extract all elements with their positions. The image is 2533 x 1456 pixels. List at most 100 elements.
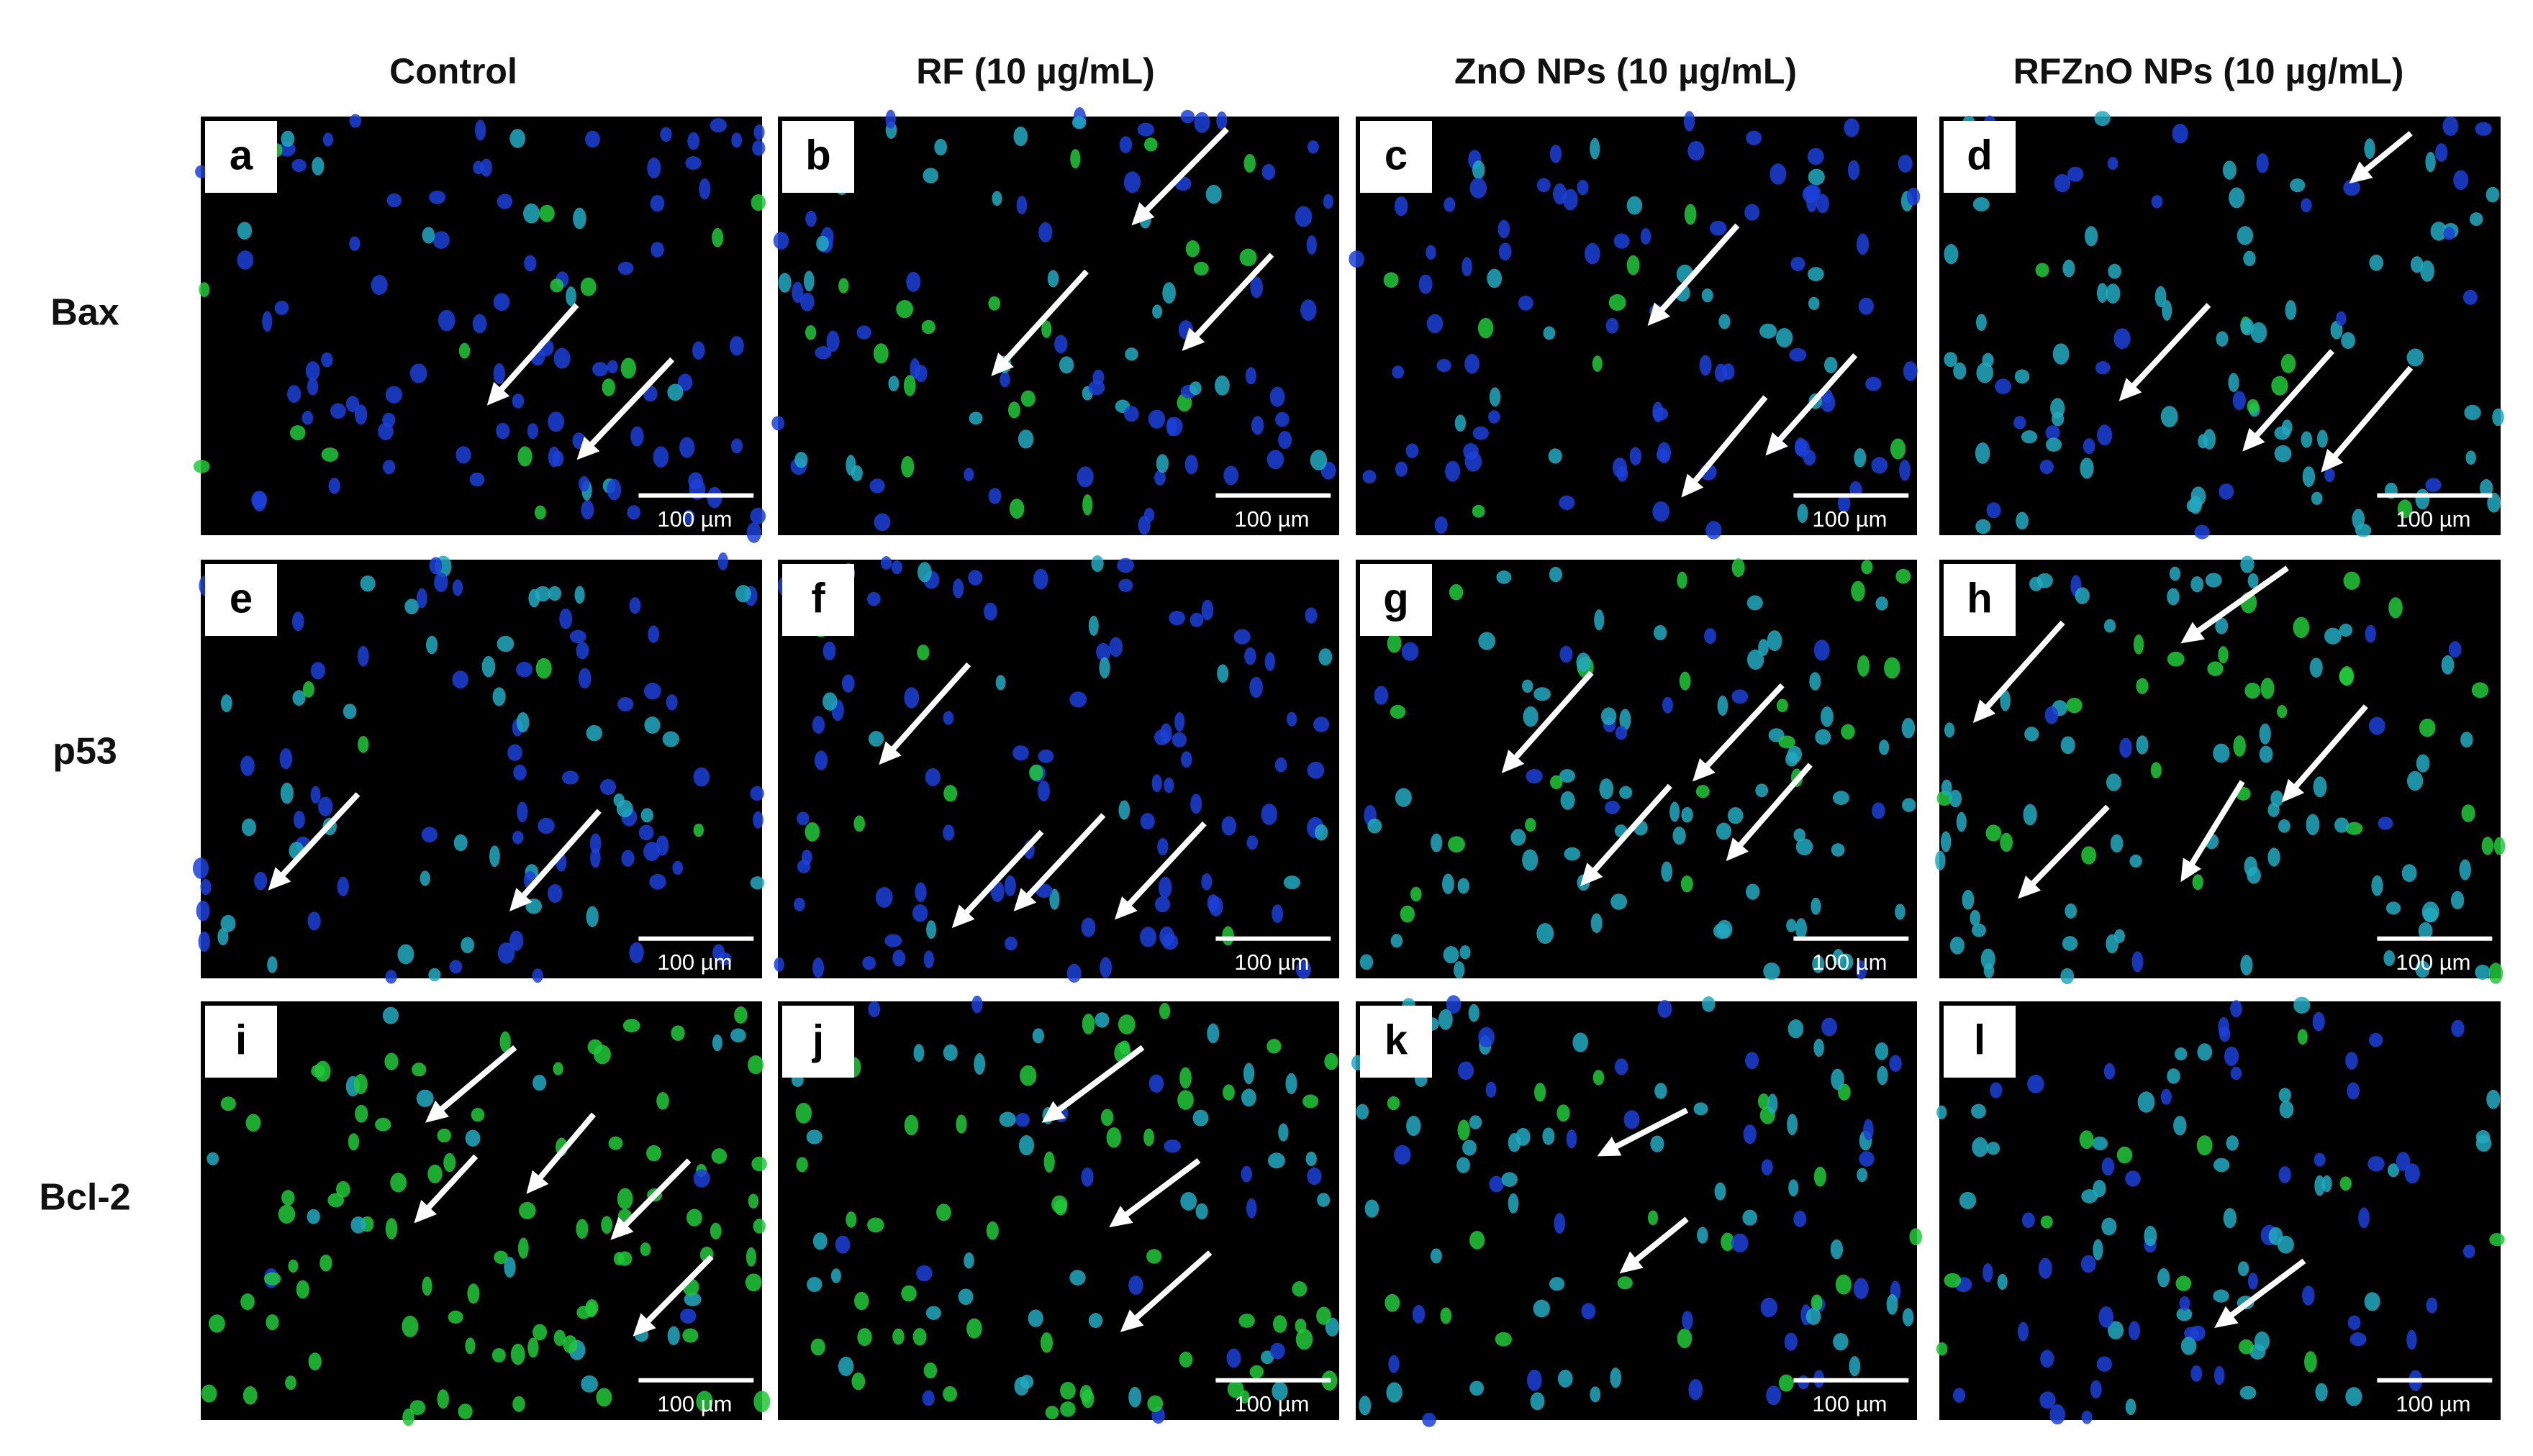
cell-nucleus bbox=[2250, 322, 2267, 343]
cell-nucleus bbox=[516, 661, 533, 678]
cell-nucleus bbox=[2364, 138, 2375, 159]
cell-nucleus bbox=[1795, 838, 1813, 856]
cell-nucleus bbox=[2222, 160, 2237, 180]
cell-nucleus bbox=[660, 127, 672, 142]
arrow-head bbox=[1765, 432, 1788, 456]
arrow-head bbox=[2242, 427, 2265, 452]
cell-nucleus bbox=[310, 662, 325, 680]
cell-nucleus bbox=[1020, 390, 1036, 407]
cell-nucleus bbox=[620, 358, 636, 379]
cell-nucleus bbox=[2160, 406, 2178, 428]
cell-nucleus bbox=[1760, 1297, 1778, 1318]
panel-letter-box bbox=[1360, 1006, 1432, 1078]
cell-nucleus bbox=[1278, 430, 1292, 450]
cell-nucleus bbox=[1936, 1342, 1948, 1356]
cell-nucleus bbox=[1849, 1356, 1861, 1377]
cell-nucleus bbox=[1986, 502, 2001, 519]
cell-nucleus bbox=[1523, 706, 1539, 727]
cell-nucleus bbox=[2371, 875, 2383, 896]
cell-nucleus bbox=[1440, 1307, 1452, 1324]
cell-nucleus bbox=[1205, 184, 1222, 204]
cell-nucleus bbox=[687, 132, 700, 150]
cell-nucleus bbox=[1778, 735, 1795, 749]
cell-nucleus bbox=[2228, 373, 2239, 393]
cell-nucleus bbox=[643, 842, 661, 861]
cell-nucleus bbox=[2218, 646, 2229, 664]
panel-letter-box bbox=[1944, 1006, 2016, 1078]
cell-nucleus bbox=[1858, 297, 1874, 315]
cell-nucleus bbox=[2230, 1000, 2242, 1018]
cell-nucleus bbox=[1278, 1123, 1289, 1142]
arrow-head bbox=[1120, 1309, 1144, 1332]
cell-nucleus bbox=[1847, 160, 1860, 181]
cell-nucleus bbox=[1549, 145, 1562, 163]
cell-nucleus bbox=[2136, 678, 2149, 694]
cell-nucleus bbox=[345, 396, 360, 412]
cell-nucleus bbox=[1549, 1277, 1565, 1291]
cell-nucleus bbox=[321, 352, 333, 368]
cell-nucleus bbox=[2014, 369, 2030, 384]
cell-nucleus bbox=[2062, 259, 2075, 278]
cell-nucleus bbox=[1070, 149, 1081, 169]
cell-nucleus bbox=[969, 411, 983, 425]
cell-nucleus bbox=[548, 411, 565, 432]
cell-nucleus bbox=[192, 857, 209, 879]
cell-nucleus bbox=[1854, 448, 1867, 468]
cell-nucleus bbox=[1464, 354, 1480, 374]
arrow-shaft bbox=[2249, 349, 2334, 443]
cell-nucleus bbox=[1533, 687, 1551, 701]
cell-nucleus bbox=[1387, 634, 1402, 653]
cell-nucleus bbox=[1043, 1151, 1055, 1173]
cell-nucleus bbox=[2215, 617, 2229, 634]
cell-nucleus bbox=[1498, 242, 1512, 261]
cell-nucleus bbox=[2108, 263, 2121, 279]
cell-nucleus bbox=[2052, 343, 2070, 365]
cell-nucleus bbox=[1190, 381, 1202, 396]
panel-letter: c bbox=[1385, 132, 1408, 178]
cell-nucleus bbox=[1139, 927, 1157, 947]
arrow-head bbox=[2180, 857, 2202, 883]
cell-nucleus bbox=[2387, 1163, 2400, 1178]
cell-nucleus bbox=[585, 130, 600, 148]
cell-nucleus bbox=[220, 914, 236, 932]
cell-nucleus bbox=[1886, 1293, 1898, 1315]
micrograph-panel: c 100 µm bbox=[1349, 111, 1921, 540]
cell-nucleus bbox=[1510, 829, 1526, 846]
cell-nucleus bbox=[274, 301, 289, 315]
cell-nucleus bbox=[693, 823, 704, 837]
cell-nucleus bbox=[245, 1114, 261, 1132]
cell-nucleus bbox=[480, 158, 492, 177]
cell-nucleus bbox=[432, 231, 450, 249]
cell-nucleus bbox=[1549, 566, 1562, 583]
cell-nucleus bbox=[1533, 1299, 1550, 1318]
arrow-shaft bbox=[1608, 1107, 1689, 1152]
cell-nucleus bbox=[1458, 1061, 1474, 1080]
cell-nucleus bbox=[693, 1169, 710, 1188]
cell-nucleus bbox=[1650, 1135, 1664, 1152]
arrow-shaft bbox=[422, 1154, 479, 1215]
cell-nucleus bbox=[1091, 555, 1104, 572]
cell-nucleus bbox=[1731, 1233, 1749, 1253]
cell-nucleus bbox=[730, 438, 743, 454]
cell-nucleus bbox=[586, 906, 599, 927]
cell-nucleus bbox=[873, 343, 889, 364]
cell-nucleus bbox=[2054, 174, 2071, 193]
cell-nucleus bbox=[711, 1148, 728, 1164]
cell-nucleus bbox=[1457, 1119, 1470, 1141]
cell-nucleus bbox=[2442, 116, 2459, 136]
cell-nucleus bbox=[892, 1328, 905, 1345]
cell-nucleus bbox=[320, 1254, 332, 1272]
panel-letter: d bbox=[1967, 132, 1992, 178]
cell-nucleus bbox=[1190, 793, 1202, 814]
cell-nucleus bbox=[925, 768, 941, 786]
cell-nucleus bbox=[1140, 813, 1155, 830]
cell-nucleus bbox=[420, 870, 430, 886]
cell-nucleus bbox=[2464, 404, 2481, 421]
cell-nucleus bbox=[1359, 954, 1374, 970]
cell-nucleus bbox=[1442, 873, 1454, 894]
arrow-shaft bbox=[2126, 303, 2211, 393]
micrograph-panel: h 100 µm bbox=[1935, 555, 2506, 985]
cell-nucleus bbox=[2090, 1380, 2102, 1399]
cell-nucleus bbox=[851, 465, 863, 482]
cell-nucleus bbox=[1820, 706, 1834, 727]
